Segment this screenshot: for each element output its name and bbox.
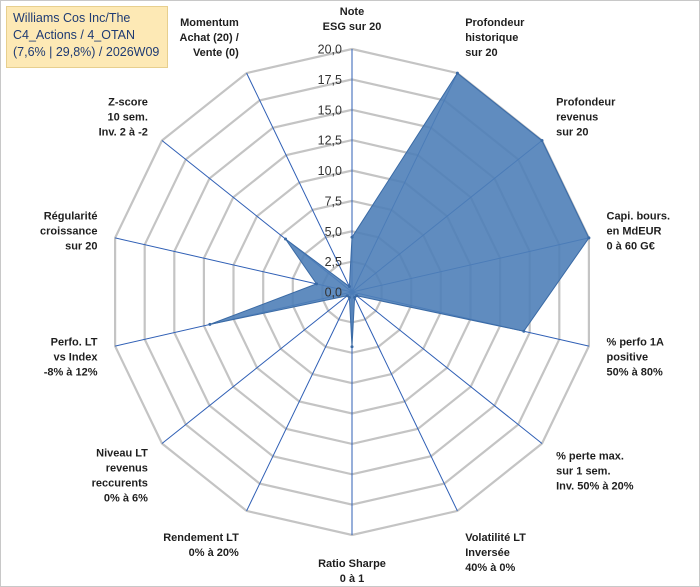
axis-label-line: en MdEUR	[607, 225, 662, 237]
axis-label: Profondeur historique sur 20	[465, 17, 525, 59]
axis-label-line: Z-score	[108, 97, 148, 109]
axis-label-line: sur 20	[65, 240, 97, 252]
data-point	[350, 345, 354, 349]
axis-label-line: Volatilité LT	[465, 532, 526, 544]
axis-label-line: revenus	[106, 462, 148, 474]
axis-label: % perfo 1A positive 50% à 80%	[607, 337, 665, 379]
axis-label-line: Note	[340, 6, 364, 18]
axis-label-line: Perfo. LT	[51, 337, 98, 349]
data-point	[540, 139, 544, 142]
axis-label-line: Niveau LT	[96, 447, 148, 459]
axis-label-line: sur 1 sem.	[556, 465, 610, 477]
axis-label-line: 0 à 60 G€	[607, 240, 655, 252]
axis-spoke	[351, 291, 543, 444]
radar-tick-labels: 0,0 2,5 5,0 7,5 10,0 12,5 15,0 17,5 20,0	[318, 43, 342, 300]
axis-label-line: 0% à 20%	[189, 547, 239, 559]
axis-label-line: positive	[607, 352, 649, 364]
axis-label: Momentum Achat (20) / Vente (0)	[180, 17, 240, 59]
axis-spoke	[246, 72, 353, 293]
axis-label-line: sur 20	[556, 127, 588, 139]
axis-label-line: vs Index	[53, 352, 98, 364]
axis-label: % perte max. sur 1 sem. Inv. 50% à 20%	[556, 450, 634, 492]
axis-label-line: ESG sur 20	[323, 21, 382, 33]
axis-label: Perfo. LT vs Index -8% à 12%	[44, 337, 99, 379]
axis-label-line: Profondeur	[556, 97, 616, 109]
axis-label: Régularité croissance sur 20	[40, 210, 97, 252]
data-point	[355, 294, 359, 298]
axis-label-line: 0% à 6%	[104, 492, 148, 504]
title-line-3: (7,6% | 29,8%) / 2026W09	[13, 45, 160, 59]
axis-label-line: historique	[465, 32, 518, 44]
tick-label: 0,0	[325, 286, 342, 300]
title-line-2: C4_Actions / 4_OTAN	[13, 28, 136, 42]
chart-title-box: Williams Cos Inc/The C4_Actions / 4_OTAN…	[6, 6, 168, 68]
data-point	[455, 71, 459, 75]
axis-label: Capi. bours. en MdEUR 0 à 60 G€	[607, 210, 671, 252]
axis-spoke	[351, 291, 458, 512]
axis-label-line: % perte max.	[556, 450, 624, 462]
axis-label-line: 0 à 1	[340, 573, 364, 585]
axis-label-line: Rendement LT	[163, 532, 239, 544]
data-point	[522, 329, 526, 333]
axis-spoke	[246, 291, 353, 512]
axis-label: Z-score 10 sem. Inv. 2 à -2	[99, 97, 148, 139]
data-point	[353, 296, 357, 299]
axis-label-line: reccurents	[92, 477, 148, 489]
tick-label: 15,0	[318, 103, 342, 117]
data-point	[587, 236, 591, 240]
axis-label-line: revenus	[556, 112, 598, 124]
axis-label: Ratio Sharpe 0 à 1	[318, 558, 386, 585]
axis-label: Niveau LT revenus reccurents 0% à 6%	[92, 447, 149, 504]
axis-label: Volatilité LT Inversée 40% à 0%	[465, 532, 526, 574]
tick-label: 7,5	[325, 194, 342, 208]
data-point	[350, 235, 354, 239]
axis-label: Profondeur revenus sur 20	[556, 97, 616, 139]
axis-label-line: croissance	[40, 225, 97, 237]
axis-label-line: -8% à 12%	[44, 367, 98, 379]
axis-label-line: Inv. 2 à -2	[99, 127, 148, 139]
axis-label-line: sur 20	[465, 47, 497, 59]
tick-label: 20,0	[318, 43, 342, 57]
axis-label: Note ESG sur 20	[323, 6, 382, 33]
axis-label-line: Achat (20) /	[180, 32, 239, 44]
axis-label-line: Inv. 50% à 20%	[556, 480, 634, 492]
axis-label-line: Ratio Sharpe	[318, 558, 386, 570]
data-point	[315, 282, 318, 286]
data-point	[347, 285, 351, 288]
data-point	[347, 296, 351, 299]
title-line-1: Williams Cos Inc/The	[13, 11, 131, 25]
data-point	[284, 237, 287, 241]
axis-label-line: Inversée	[465, 547, 510, 559]
axis-label-line: 40% à 0%	[465, 562, 515, 574]
axis-label-line: Vente (0)	[193, 47, 239, 59]
axis-label-line: Capi. bours.	[607, 210, 671, 222]
radar-series	[208, 71, 591, 349]
tick-label: 2,5	[325, 255, 342, 269]
tick-label: 12,5	[318, 134, 342, 148]
axis-label-line: Profondeur	[465, 17, 525, 29]
radar-axis-labels: Note ESG sur 20 Profondeur historique sur 20…	[40, 6, 670, 585]
tick-label: 5,0	[325, 225, 342, 239]
axis-label-line: 50% à 80%	[607, 367, 663, 379]
data-point	[208, 322, 212, 326]
tick-label: 10,0	[318, 164, 342, 178]
data-point	[345, 294, 349, 298]
axis-label: Rendement LT 0% à 20%	[163, 532, 239, 559]
axis-label-line: 10 sem.	[108, 112, 148, 124]
axis-label-line: Momentum	[180, 17, 239, 29]
axis-label-line: % perfo 1A	[607, 337, 665, 349]
tick-label: 17,5	[318, 73, 342, 87]
axis-spoke	[161, 291, 353, 444]
axis-spoke	[114, 237, 353, 293]
axis-label-line: Régularité	[44, 210, 98, 222]
